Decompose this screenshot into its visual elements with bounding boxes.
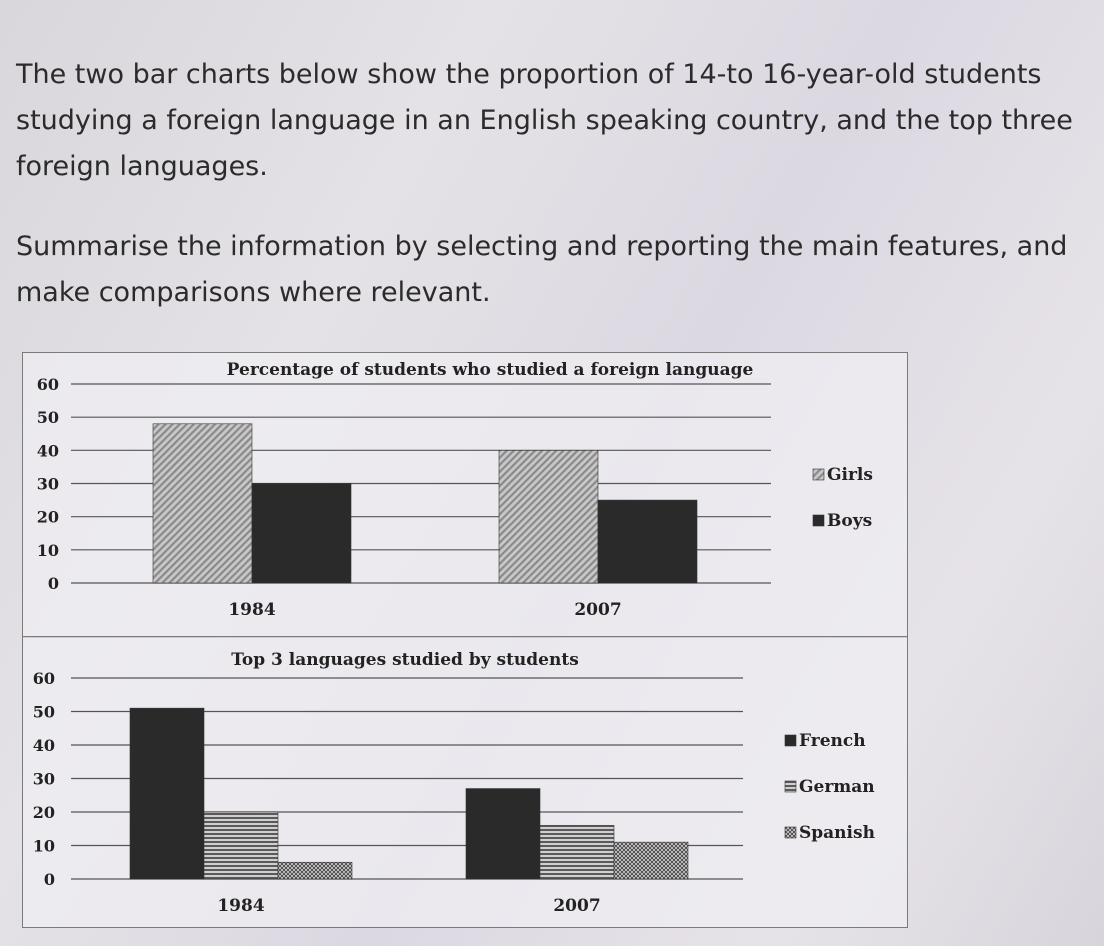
prompt-paragraph-1: The two bar charts below show the propor…	[16, 59, 1073, 182]
bar-french-2007	[465, 788, 541, 880]
y-tick-label: 0	[44, 870, 55, 889]
bar-spanish-2007	[613, 841, 689, 880]
students-foreign-language-chart: Percentage of students who studied a for…	[22, 352, 908, 638]
x-category-label: 1984	[217, 896, 264, 916]
task-prompt: The two bar charts below show the propor…	[16, 52, 1096, 316]
y-tick-label: 40	[37, 441, 59, 460]
y-tick-label: 50	[37, 408, 59, 427]
x-category-label: 1984	[228, 600, 275, 620]
legend-label-german: German	[799, 777, 875, 797]
chart-title: Top 3 languages studied by students	[231, 650, 579, 670]
bar-girls-2007	[498, 450, 599, 584]
y-tick-label: 50	[33, 703, 55, 722]
y-tick-label: 30	[37, 475, 59, 494]
y-tick-label: 20	[33, 803, 55, 822]
chart-1-svg: Percentage of students who studied a for…	[37, 360, 873, 620]
legend-swatch-german	[784, 780, 797, 793]
legend-swatch-spanish	[784, 826, 797, 839]
legend-swatch-girls	[812, 468, 825, 481]
bar-spanish-1984	[277, 861, 353, 880]
legend-swatch-boys	[812, 514, 825, 527]
bar-german-1984	[203, 811, 279, 880]
prompt-paragraph-2: Summarise the information by selecting a…	[16, 231, 1068, 308]
y-tick-label: 10	[37, 541, 59, 560]
chart-title: Percentage of students who studied a for…	[227, 360, 754, 380]
y-tick-label: 20	[37, 508, 59, 527]
chart-2-svg: Top 3 languages studied by students 0 10 20…	[33, 650, 875, 916]
bar-french-1984	[129, 707, 205, 880]
legend-label-french: French	[799, 731, 866, 751]
bar-girls-1984	[152, 423, 253, 584]
y-tick-label: 0	[48, 574, 59, 593]
y-tick-label: 60	[37, 375, 59, 394]
bar-boys-2007	[597, 499, 698, 584]
y-tick-label: 10	[33, 837, 55, 856]
y-tick-label: 40	[33, 736, 55, 755]
y-tick-label: 60	[33, 669, 55, 688]
x-category-label: 2007	[553, 896, 600, 916]
legend-label-boys: Boys	[827, 511, 872, 531]
x-category-label: 2007	[574, 600, 621, 620]
legend-swatch-french	[784, 734, 797, 747]
bar-boys-1984	[251, 483, 352, 584]
y-tick-label: 30	[33, 770, 55, 789]
legend-label-girls: Girls	[827, 465, 873, 485]
legend-label-spanish: Spanish	[799, 823, 875, 843]
bar-german-2007	[539, 825, 615, 880]
top-languages-chart: Top 3 languages studied by students 0 10 20…	[22, 636, 908, 928]
